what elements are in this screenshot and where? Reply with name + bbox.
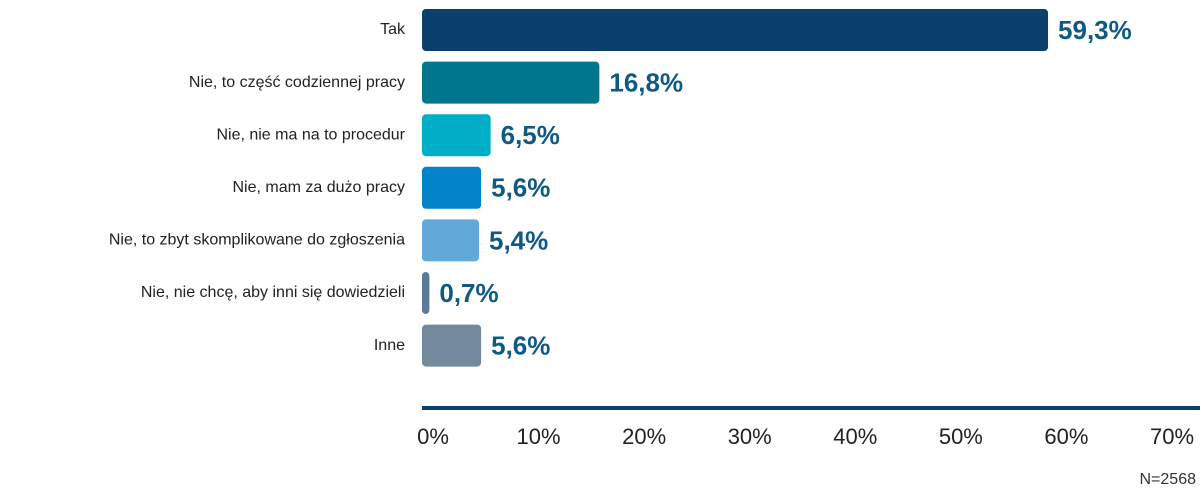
category-label: Tak: [380, 21, 406, 38]
category-label: Nie, nie chcę, aby inni się dowiedzieli: [141, 284, 405, 301]
bar: [422, 324, 482, 367]
value-label: 59,3%: [1058, 15, 1132, 45]
x-tick-label: 60%: [1044, 424, 1088, 449]
x-tick-label: 20%: [622, 424, 666, 449]
value-label: 5,4%: [489, 225, 548, 255]
x-tick-label: 30%: [728, 424, 772, 449]
bar: [422, 61, 600, 104]
bar: [422, 272, 430, 314]
category-label: Nie, to część codziennej pracy: [189, 74, 405, 91]
value-label: 0,7%: [439, 278, 498, 308]
x-tick-label: 40%: [833, 424, 877, 449]
bar: [422, 9, 1049, 51]
value-label: 5,6%: [491, 173, 550, 203]
value-label: 6,5%: [501, 120, 560, 150]
bar: [422, 166, 482, 209]
x-tick-label: 50%: [939, 424, 983, 449]
category-label: Nie, mam za dużo pracy: [232, 179, 405, 196]
x-tick-label: 0%: [417, 424, 449, 449]
bar: [422, 114, 491, 157]
x-tick-label: 10%: [517, 424, 561, 449]
category-label: Inne: [374, 337, 405, 354]
value-label: 5,6%: [491, 330, 550, 360]
bar: [422, 219, 480, 262]
value-label: 16,8%: [609, 67, 683, 97]
category-label: Nie, to zbyt skomplikowane do zgłoszenia: [109, 232, 405, 249]
x-tick-label: 70%: [1150, 424, 1194, 449]
category-label: Nie, nie ma na to procedur: [216, 126, 405, 143]
sample-note: N=2568: [1140, 471, 1197, 488]
